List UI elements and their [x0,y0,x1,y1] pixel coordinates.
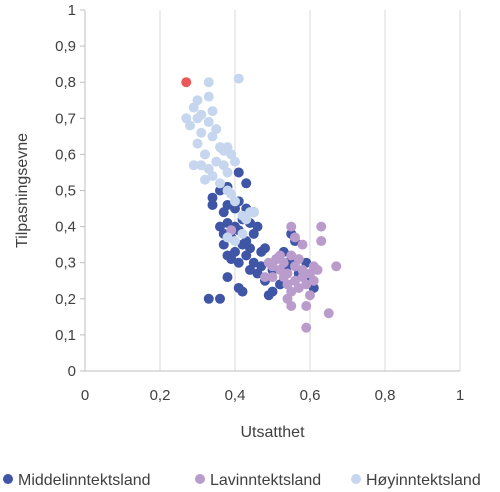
x-tick-label: 0,2 [150,387,171,404]
legend-label: Lavinntektsland [210,472,321,489]
data-point [192,113,203,124]
data-point [203,116,214,127]
y-tick-label: 1 [68,2,76,19]
data-point [233,257,244,268]
y-tick-label: 0,7 [55,110,76,127]
data-point [207,106,218,117]
x-axis-title: Utsatthet [240,424,305,441]
gridlines [159,10,461,371]
legend-label: Høyinntektsland [366,472,481,489]
y-tick-label: 0,4 [55,219,76,236]
y-axis-ticks: 0 0,1 0,2 0,3 0,4 0,5 0,6 0,7 0,8 0,9 1 [55,2,85,380]
data-point [323,308,334,319]
data-point [312,264,323,275]
data-point [181,77,192,88]
data-point [286,221,297,232]
data-point [222,250,233,261]
x-tick-label: 0 [81,387,89,404]
data-point [207,131,218,142]
data-point [293,254,304,265]
data-point [290,232,300,243]
data-point [188,160,199,171]
data-point [267,272,278,283]
x-tick-label: 0,8 [375,387,396,404]
data-point [230,236,240,247]
data-point [237,228,248,239]
data-point [293,282,304,293]
y-tick-label: 0,8 [55,74,76,91]
legend-label: Middelinntektsland [18,472,151,489]
data-point [192,95,203,106]
data-point [245,243,255,254]
y-tick-label: 0,5 [55,183,76,200]
data-point [297,264,308,275]
data-point [331,261,342,272]
y-tick-label: 0,1 [55,327,76,344]
data-point [215,293,225,304]
data-point [301,322,312,333]
x-tick-label: 1 [456,387,464,404]
data-point [245,264,255,275]
data-point [248,207,259,218]
data-point [233,167,244,178]
data-point [192,138,203,149]
data-point [233,73,244,84]
data-point [237,239,248,250]
data-point [196,127,207,138]
data-point [316,236,327,247]
data-point [222,232,233,243]
data-point [222,272,233,283]
data-point [275,250,285,261]
data-point [215,185,225,196]
data-point [196,160,207,171]
data-point [297,239,308,250]
data-point [222,167,233,178]
data-point [237,286,248,297]
data-point [286,250,297,261]
data-point [207,199,218,210]
data-point [185,120,195,131]
data-point [200,149,210,160]
x-axis-ticks: 0 0,2 0,4 0,6 0,8 1 [81,387,464,404]
y-tick-label: 0,3 [55,255,76,272]
data-point [203,91,214,102]
legend: Middelinntektsland Lavinntektsland Høyinnt… [3,472,481,489]
data-point [207,192,218,203]
y-tick-label: 0,2 [55,291,76,308]
y-tick-label: 0,9 [55,38,76,55]
data-point [230,196,240,207]
x-tick-label: 0,6 [300,387,321,404]
data-point [211,156,222,167]
data-point [200,174,210,185]
data-point [301,279,312,290]
data-points [181,73,342,333]
legend-marker [351,474,361,484]
y-tick-label: 0,6 [55,146,76,163]
x-tick-label: 0,4 [225,387,246,404]
data-point [260,243,270,254]
y-tick-label: 0 [68,363,76,380]
data-point [260,272,270,283]
data-point [305,290,315,301]
data-point [308,275,319,286]
legend-marker [3,474,13,484]
data-point [282,293,293,304]
data-point [256,261,267,272]
data-point [203,77,214,88]
data-point [241,178,252,189]
data-point [301,301,312,312]
data-point [230,156,240,167]
data-point [207,171,218,182]
data-point [222,199,233,210]
data-point [203,293,214,304]
legend-marker [195,474,205,484]
data-point [252,221,263,232]
data-point [263,290,274,301]
data-point [215,178,225,189]
data-point [316,221,327,232]
y-axis-title: Tilpasningsevne [14,133,31,248]
